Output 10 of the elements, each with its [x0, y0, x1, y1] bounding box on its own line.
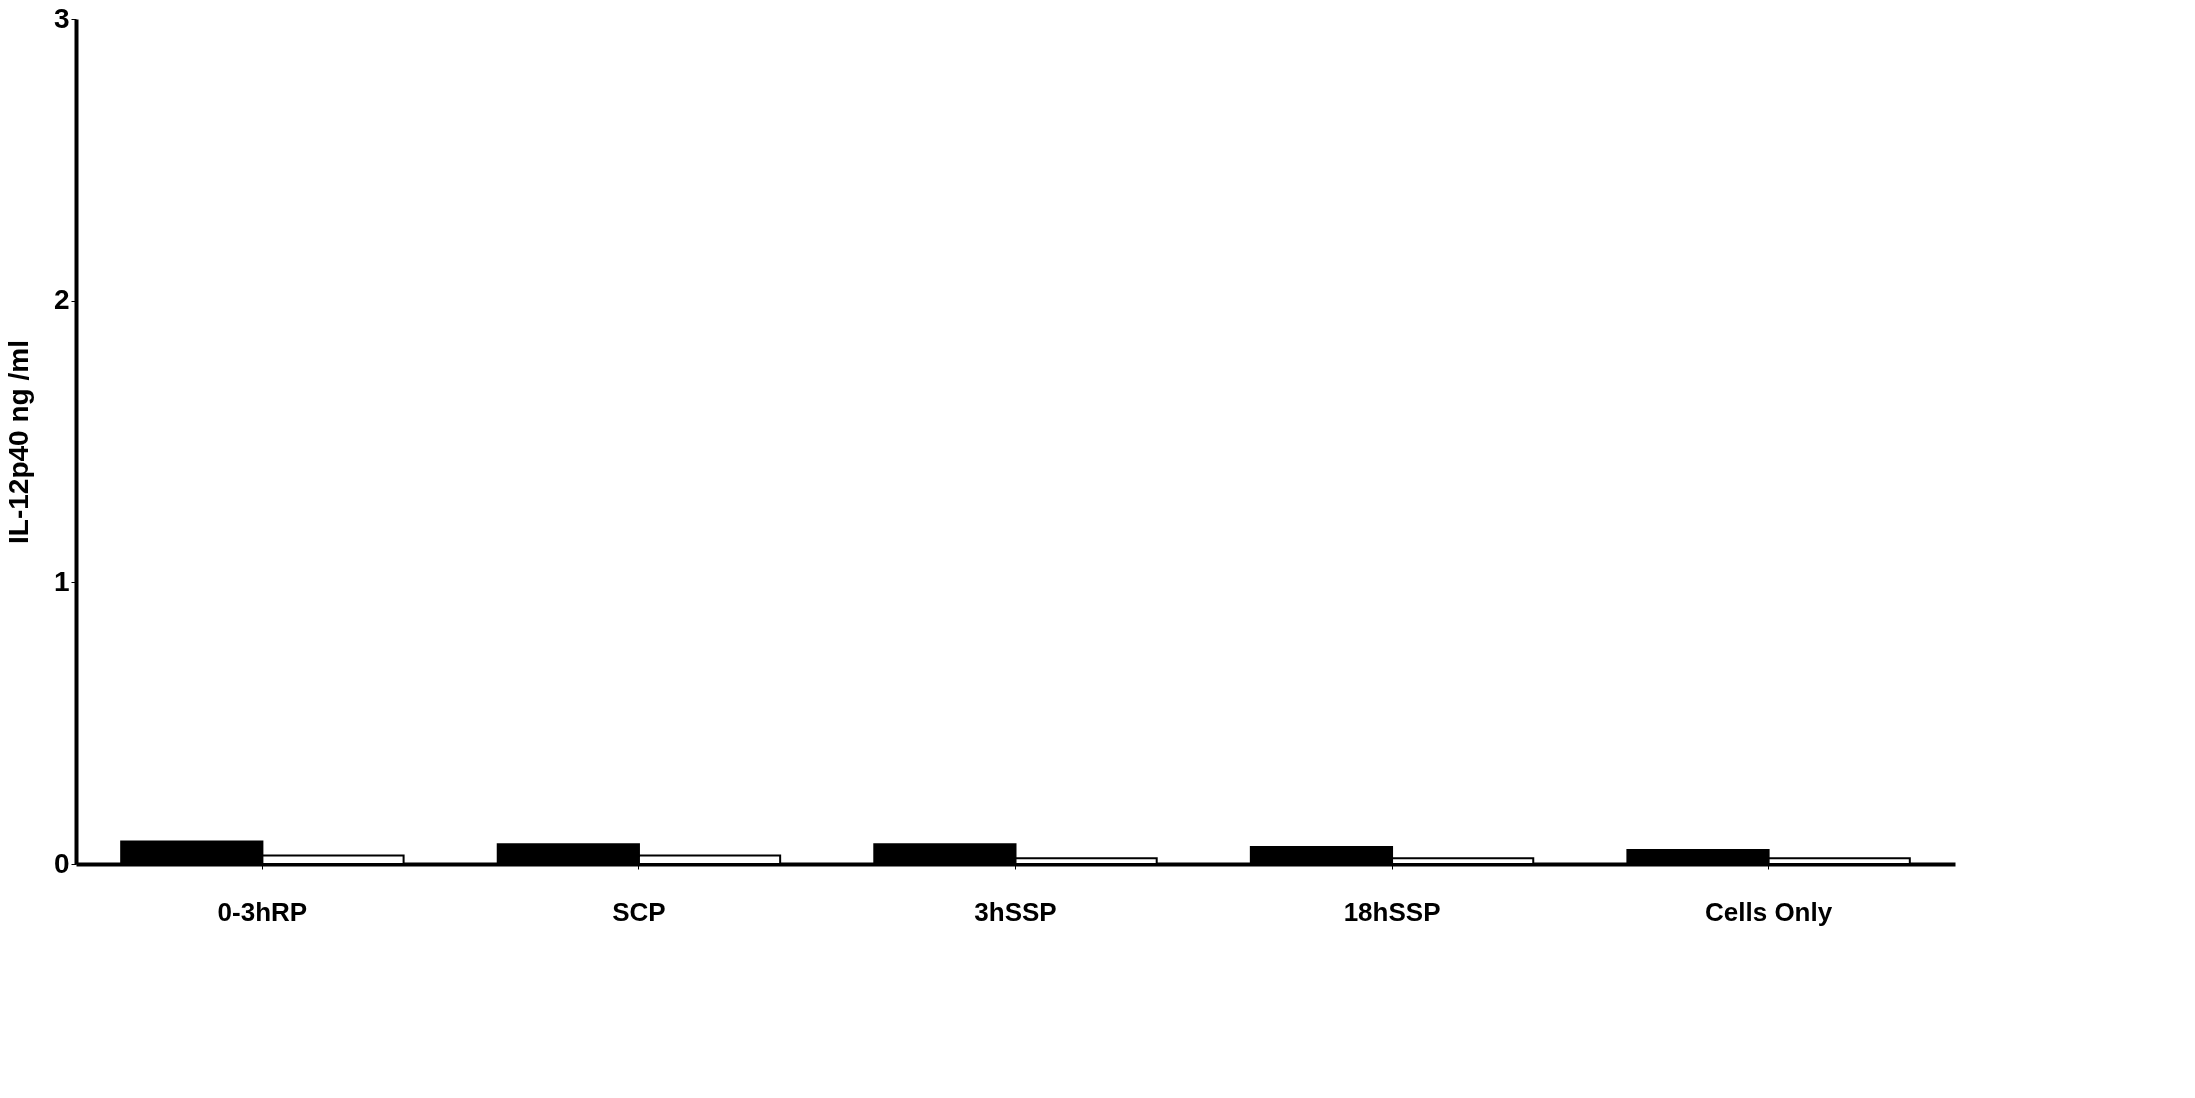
x-tick-label: Cells Only [1705, 896, 1833, 927]
y-tick-label: 1 [53, 565, 70, 597]
y-tick-label: 3 [53, 2, 70, 34]
x-tick-label: 3hSSP [974, 896, 1057, 927]
x-tick-label: 18hSSP [1343, 896, 1441, 927]
x-tick-label: 0-3hRP [217, 896, 308, 927]
y-axis-title: IL-12p40 ng /ml [2, 340, 34, 544]
y-tick-label: 0 [53, 847, 70, 879]
x-tick-label: SCP [612, 896, 666, 927]
y-tick-label: 2 [53, 284, 70, 316]
